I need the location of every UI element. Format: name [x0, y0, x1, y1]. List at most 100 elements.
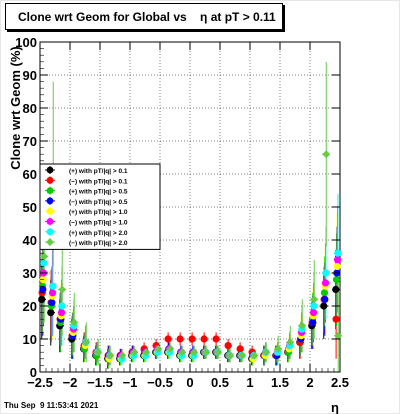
data-point [82, 338, 91, 347]
legend-marker [46, 228, 54, 236]
data-point [333, 256, 342, 264]
x-tick-label: 1.5 [271, 375, 289, 390]
y-tick-label: 30 [23, 266, 37, 281]
data-point [166, 344, 175, 353]
x-tick-label: −2 [63, 375, 78, 390]
data-point [310, 302, 318, 310]
data-point [188, 335, 196, 343]
data-point [154, 344, 163, 353]
x-tick-label: −1.5 [87, 375, 113, 390]
data-point [118, 351, 127, 360]
data-point [39, 285, 47, 294]
legend-marker [46, 207, 54, 215]
data-point [321, 295, 329, 303]
legend: (+) with pT/|q| > 0.1 (−) with pT/|q| > 0… [39, 163, 161, 250]
data-point [70, 318, 79, 327]
data-markers [38, 150, 343, 363]
data-point [178, 348, 187, 357]
x-tick-label: 2.5 [331, 375, 349, 390]
data-point [333, 262, 341, 270]
data-point [322, 150, 331, 159]
data-point [334, 249, 342, 257]
data-point [262, 348, 271, 357]
data-point [176, 335, 184, 343]
legend-label: (+) with pT/|q| > 0.5 [69, 189, 128, 196]
y-tick-label: 0 [30, 365, 37, 380]
y-tick-label: 10 [23, 332, 37, 347]
y-tick-label: 50 [23, 200, 37, 215]
data-point [48, 299, 56, 307]
data-point [214, 348, 223, 357]
data-point [47, 309, 55, 317]
x-tick-label: 2 [306, 375, 313, 390]
legend-label: (−) with pT/|q| > 0.5 [69, 199, 128, 206]
data-point [310, 295, 319, 304]
data-point [130, 348, 139, 357]
data-point [190, 348, 199, 357]
y-tick-label: 70 [23, 134, 37, 149]
data-point [320, 289, 329, 297]
y-tick-label: 20 [23, 299, 37, 314]
legend-marker [46, 218, 54, 225]
data-point [322, 269, 330, 277]
data-point [226, 351, 235, 360]
legend-box [39, 163, 161, 250]
y-tick-label: 80 [23, 101, 37, 116]
data-point [238, 351, 247, 360]
data-point [212, 335, 220, 343]
legend-marker [46, 238, 54, 247]
x-axis-label: η [331, 400, 339, 414]
data-point [321, 279, 330, 287]
title-box: Clone wrt Geom for Global vs η at pT > 0… [5, 3, 283, 30]
legend-marker [46, 187, 54, 195]
data-point [49, 282, 57, 290]
legend-label: (−) with pT/|q| > 0.1 [69, 178, 128, 185]
y-tick-label: 40 [23, 233, 37, 248]
x-tick-label: −2.5 [27, 375, 53, 390]
legend-label: (−) with pT/|q| > 1.0 [69, 220, 128, 227]
x-tick-label: 0 [186, 375, 193, 390]
data-point [202, 348, 211, 357]
legend-label: (−) with pT/|q| > 2.0 [69, 240, 128, 247]
x-tick-label: 1 [246, 375, 253, 390]
data-point [332, 315, 340, 323]
legend-marker [46, 166, 54, 174]
timestamp: Thu Sep 9 11:53:41 2021 [4, 401, 99, 410]
data-point [57, 309, 66, 317]
data-point [332, 276, 341, 284]
data-point [332, 285, 340, 294]
data-point [320, 302, 328, 310]
data-point [164, 335, 172, 343]
y-axis-label: Clone wrt Geom (%) [8, 46, 23, 170]
chart-title: Clone wrt Geom for Global vs η at pT > 0… [18, 10, 276, 24]
grid [39, 41, 341, 373]
x-tick-label: 0.5 [211, 375, 229, 390]
data-point [298, 321, 307, 330]
data-point [286, 338, 295, 347]
data-point [58, 302, 66, 310]
legend-marker [46, 176, 54, 184]
data-point [224, 342, 232, 350]
data-point [236, 345, 244, 353]
data-point [200, 335, 208, 343]
legend-marker [46, 197, 54, 205]
data-point [48, 289, 57, 297]
legend-label: (+) with pT/|q| > 2.0 [69, 230, 128, 237]
data-point [106, 351, 115, 360]
legend-label: (+) with pT/|q| > 0.1 [69, 168, 128, 175]
data-point [94, 348, 103, 357]
data-point [334, 331, 343, 340]
data-point [142, 348, 151, 357]
x-tick-label: −1 [123, 375, 138, 390]
x-tick-label: −0.5 [147, 375, 173, 390]
data-point [309, 309, 318, 317]
y-tick-label: 60 [23, 167, 37, 182]
legend-label: (+) with pT/|q| > 1.0 [69, 209, 128, 216]
data-point [40, 252, 49, 261]
data-point [40, 259, 48, 267]
data-point [58, 285, 67, 294]
y-tick-label: 90 [23, 68, 37, 83]
y-tick-label: 100 [15, 35, 37, 50]
data-point [309, 318, 317, 327]
